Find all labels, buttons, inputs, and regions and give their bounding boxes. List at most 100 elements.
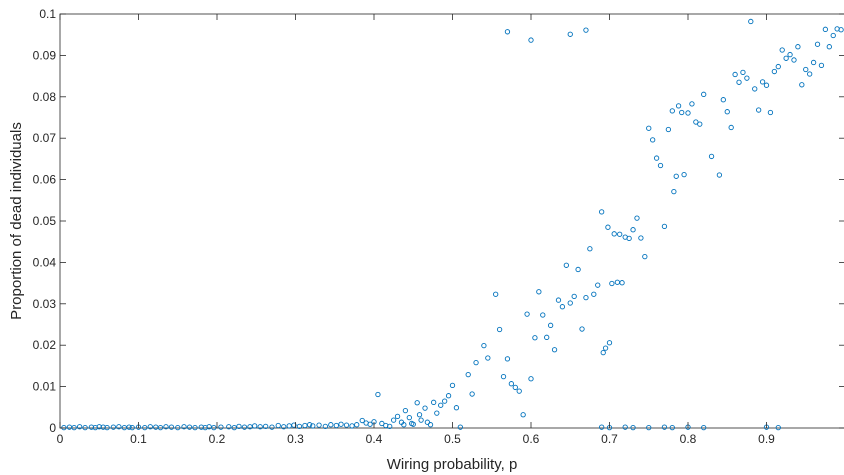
data-point bbox=[606, 340, 613, 346]
data-point bbox=[375, 391, 381, 398]
data-point bbox=[263, 423, 269, 429]
data-point bbox=[453, 405, 460, 411]
data-point bbox=[689, 101, 695, 107]
data-point bbox=[343, 422, 350, 428]
data-point bbox=[438, 402, 444, 408]
data-point bbox=[665, 126, 672, 133]
data-point bbox=[401, 422, 407, 428]
data-point bbox=[516, 388, 522, 394]
data-point bbox=[814, 41, 821, 47]
y-tick-label: 0 bbox=[49, 421, 56, 435]
data-point bbox=[728, 124, 734, 131]
y-tick-label: 0.07 bbox=[33, 131, 57, 145]
data-point bbox=[394, 413, 401, 420]
data-point bbox=[716, 172, 723, 178]
data-point bbox=[175, 424, 181, 431]
data-point bbox=[830, 32, 836, 39]
data-point bbox=[198, 424, 204, 430]
data-point bbox=[803, 66, 809, 73]
x-tick-label: 0.5 bbox=[444, 432, 461, 446]
data-point bbox=[685, 110, 691, 116]
y-tick-label: 0.06 bbox=[33, 173, 57, 187]
data-point bbox=[126, 424, 132, 430]
y-tick-label: 0.03 bbox=[33, 297, 57, 311]
data-point bbox=[595, 282, 601, 288]
data-point bbox=[681, 171, 687, 178]
data-point bbox=[186, 424, 193, 430]
data-point bbox=[500, 374, 507, 380]
data-point bbox=[449, 382, 456, 389]
data-point bbox=[567, 300, 573, 306]
data-point bbox=[275, 422, 281, 429]
data-point bbox=[720, 97, 726, 103]
data-point bbox=[61, 424, 67, 431]
data-point bbox=[211, 424, 217, 431]
data-point bbox=[457, 424, 463, 430]
data-point bbox=[547, 322, 554, 328]
data-point bbox=[779, 47, 785, 53]
data-point bbox=[192, 424, 198, 431]
data-point bbox=[826, 44, 832, 50]
data-point bbox=[406, 414, 412, 421]
data-point bbox=[818, 62, 825, 68]
data-point bbox=[587, 246, 593, 252]
data-point bbox=[822, 26, 829, 32]
data-point bbox=[367, 421, 373, 427]
data-point bbox=[481, 342, 487, 349]
data-point bbox=[799, 82, 805, 88]
y-tick-label: 0.04 bbox=[33, 255, 57, 269]
data-point bbox=[281, 424, 287, 430]
data-point bbox=[544, 334, 550, 340]
data-point bbox=[591, 291, 597, 297]
data-point bbox=[759, 79, 766, 85]
data-point bbox=[540, 312, 546, 318]
x-tick-label: 0.8 bbox=[680, 432, 697, 446]
x-tick-label: 0.6 bbox=[523, 432, 540, 446]
data-point bbox=[116, 424, 122, 430]
data-point bbox=[602, 345, 609, 351]
data-point bbox=[634, 215, 640, 221]
data-point bbox=[410, 421, 416, 427]
data-point bbox=[269, 424, 275, 430]
data-point bbox=[675, 103, 682, 109]
data-point bbox=[732, 71, 738, 78]
data-point bbox=[512, 384, 518, 391]
data-point bbox=[493, 291, 499, 297]
data-point bbox=[599, 424, 605, 430]
data-point bbox=[669, 108, 675, 114]
x-axis-label: Wiring probability, p bbox=[387, 456, 518, 473]
data-point bbox=[536, 289, 542, 295]
data-point bbox=[104, 424, 110, 431]
data-point bbox=[611, 231, 617, 237]
data-point bbox=[445, 393, 452, 399]
data-point bbox=[763, 82, 770, 88]
data-point bbox=[418, 417, 424, 423]
data-point bbox=[736, 79, 742, 85]
data-point bbox=[485, 355, 491, 361]
data-point bbox=[583, 27, 589, 33]
data-point bbox=[168, 424, 175, 430]
data-point bbox=[653, 155, 660, 161]
data-point bbox=[609, 280, 615, 287]
data-point bbox=[441, 398, 448, 404]
data-point bbox=[96, 424, 102, 430]
data-point bbox=[424, 419, 431, 425]
data-point bbox=[88, 424, 95, 430]
data-point bbox=[748, 18, 754, 25]
data-point bbox=[231, 424, 237, 431]
data-point bbox=[795, 44, 801, 50]
data-point bbox=[338, 421, 344, 427]
data-point bbox=[671, 188, 677, 195]
data-point bbox=[724, 109, 730, 115]
data-point bbox=[110, 424, 117, 430]
data-point bbox=[416, 412, 423, 418]
data-point bbox=[701, 91, 707, 97]
data-point bbox=[520, 412, 526, 418]
data-point bbox=[838, 27, 844, 33]
data-point bbox=[257, 424, 263, 430]
y-tick-label: 0.05 bbox=[33, 214, 57, 228]
x-tick-label: 0 bbox=[57, 432, 64, 446]
data-point bbox=[252, 423, 258, 429]
data-point bbox=[679, 109, 685, 116]
